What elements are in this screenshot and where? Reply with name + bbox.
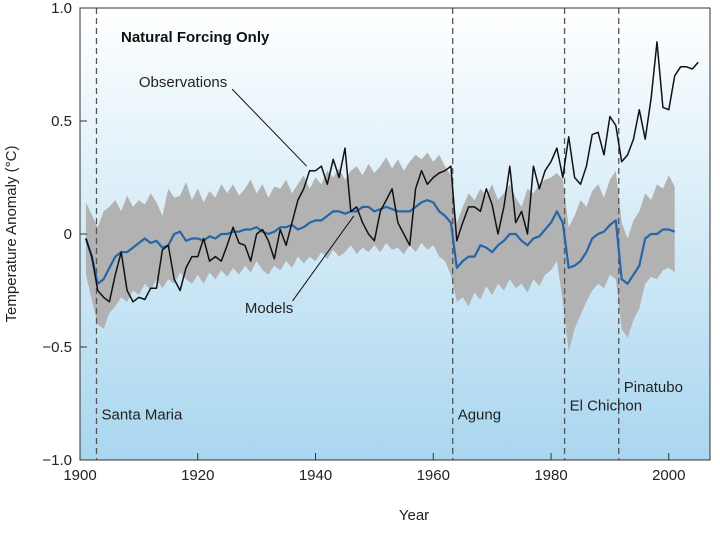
plot-area [84, 8, 699, 460]
leader-line-models [292, 215, 355, 302]
x-tick-label-2000: 2000 [652, 467, 685, 484]
event-label-santa-maria: Santa Maria [101, 406, 183, 423]
x-tick-label-1980: 1980 [534, 467, 567, 484]
x-axis-title: Year [399, 507, 429, 524]
event-label-pinatubo: Pinatubo [624, 379, 683, 396]
y-tick-label-0-5: −0.5 [42, 339, 72, 356]
series-annotation-labels: Observations Models [139, 74, 293, 317]
axis-ticks [79, 7, 670, 461]
x-tick-label-1940: 1940 [299, 467, 332, 484]
annotation-observations: Observations [139, 74, 227, 91]
event-label-agung: Agung [458, 406, 501, 423]
chart-title: Natural Forcing Only [121, 29, 270, 46]
y-tick-label-1-0: 1.0 [51, 0, 72, 17]
axis-tick-labels: 1900 1920 1940 1960 1980 2000 1.0 0.5 0 −0.5 −1.0 [42, 0, 685, 484]
series-line-models [84, 199, 676, 285]
leader-line-observations [231, 88, 308, 167]
model-range-band [85, 152, 675, 352]
y-axis-title: Temperature Anomaly (°C) [3, 146, 20, 323]
x-tick-label-1920: 1920 [181, 467, 214, 484]
series-line-observations [85, 41, 699, 303]
y-tick-label-1-0: −1.0 [42, 452, 72, 469]
event-label-el-chichon: El Chichon [570, 397, 643, 414]
annotation-models: Models [245, 300, 293, 317]
x-tick-label-1960: 1960 [417, 467, 450, 484]
y-tick-label-0-5: 0.5 [51, 113, 72, 130]
x-tick-label-1900: 1900 [63, 467, 96, 484]
annotation-leader-lines [231, 88, 355, 302]
y-tick-label-0: 0 [64, 226, 72, 243]
